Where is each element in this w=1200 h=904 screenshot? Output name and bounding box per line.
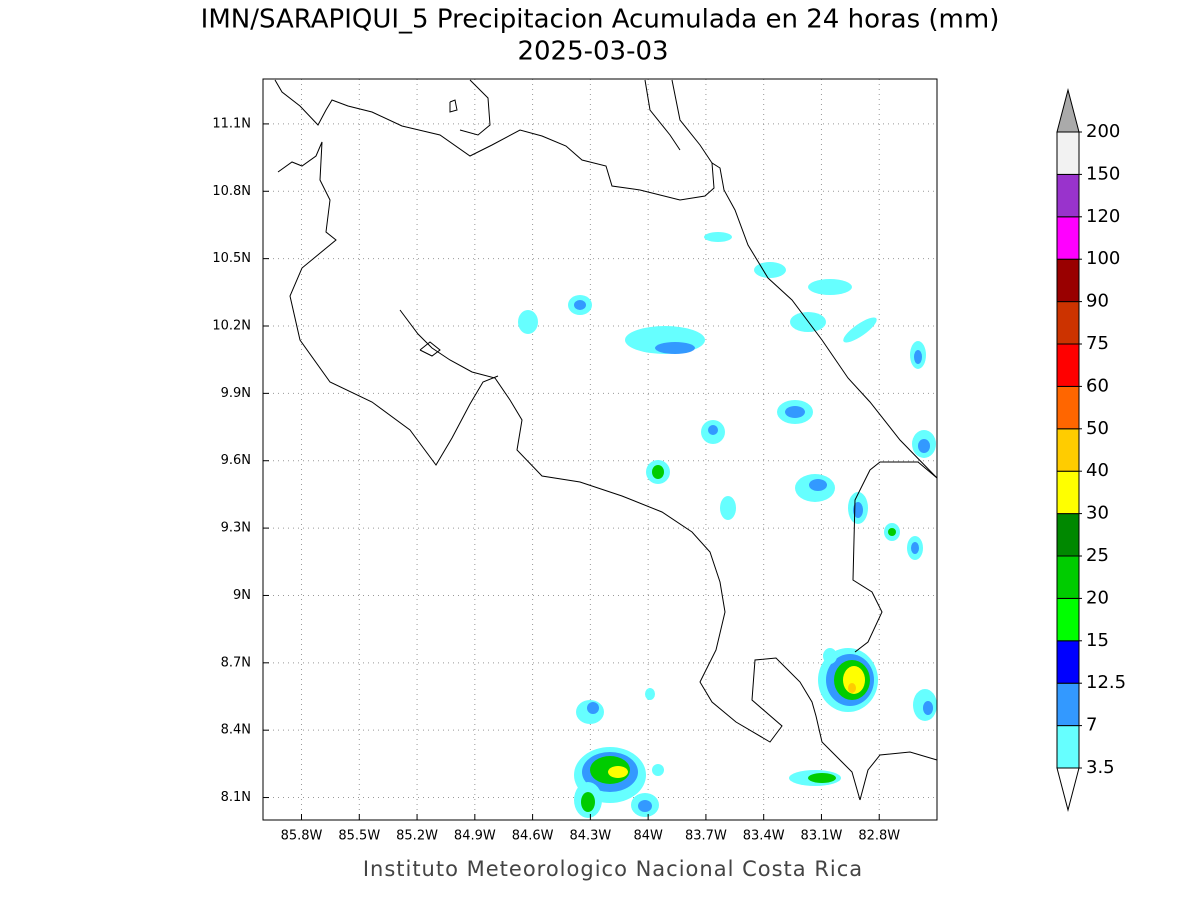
colorbar-segment [1056,682,1080,727]
colorbar-segment [1056,173,1080,218]
colorbar-segment [1056,597,1080,642]
y-tick-label: 10.2N [212,319,251,334]
colorbar-over [1056,88,1080,133]
colorbar-segment [1056,470,1080,515]
colorbar-segment [1056,428,1080,472]
colorbar-label: 90 [1086,291,1109,312]
colorbar-label: 12.5 [1086,672,1126,693]
colorbar-label: 120 [1086,206,1120,227]
colorbar-segment [1056,640,1080,684]
colorbar-segment [1056,343,1080,387]
x-tick-label: 83.7W [685,829,727,844]
y-tick-label: 8.4N [221,723,251,738]
colorbar-label: 25 [1086,545,1109,566]
precipitation-field [518,232,937,818]
y-tick-label: 9.6N [221,453,251,468]
colorbar-segment [1056,258,1080,303]
colorbar-segment [1056,725,1080,769]
colorbar-segment [1056,555,1080,599]
colorbar-segment [1056,216,1080,260]
x-tick-label: 85.5W [338,829,380,844]
colorbar-label: 75 [1086,333,1109,354]
x-tick-label: 82.8W [858,829,900,844]
colorbar-label: 20 [1086,587,1109,608]
y-tick-label: 9N [233,588,251,603]
x-tick-label: 84W [633,829,663,844]
colorbar-segment [1056,131,1080,175]
colorbar-under [1056,767,1080,812]
y-tick-label: 8.1N [221,790,251,805]
colorbar-label: 50 [1086,418,1109,439]
x-tick-label: 85.8W [281,829,323,844]
colorbar-segment [1056,301,1080,345]
colorbar-label: 3.5 [1086,757,1115,778]
y-tick-label: 9.9N [221,386,251,401]
subtitle: 2025-03-03 [517,37,668,67]
y-tick-label: 9.3N [221,521,251,536]
footer: Instituto Meteorologico Nacional Costa R… [363,857,863,881]
colorbar-label: 15 [1086,630,1109,651]
coastline [274,79,938,801]
colorbar-segment [1056,385,1080,430]
x-tick-label: 83.1W [801,829,843,844]
colorbar-segment [1056,513,1080,557]
colorbar-label: 150 [1086,163,1120,184]
colorbar-label: 200 [1086,121,1120,142]
colorbar-label: 100 [1086,248,1120,269]
x-tick-label: 83.4W [743,829,785,844]
colorbar-label: 40 [1086,460,1109,481]
x-tick-label: 84.9W [454,829,496,844]
title: IMN/SARAPIQUI_5 Precipitacion Acumulada … [201,5,1000,35]
y-tick-label: 10.5N [212,251,251,266]
colorbar-label: 7 [1086,715,1097,736]
x-tick-label: 85.2W [396,829,438,844]
map-frame [262,78,938,821]
y-tick-label: 10.8N [212,184,251,199]
x-tick-label: 84.6W [512,829,554,844]
colorbar-label: 60 [1086,375,1109,396]
y-tick-label: 8.7N [221,655,251,670]
y-tick-label: 11.1N [212,116,251,131]
colorbar-label: 30 [1086,503,1109,524]
x-tick-label: 84.3W [569,829,611,844]
